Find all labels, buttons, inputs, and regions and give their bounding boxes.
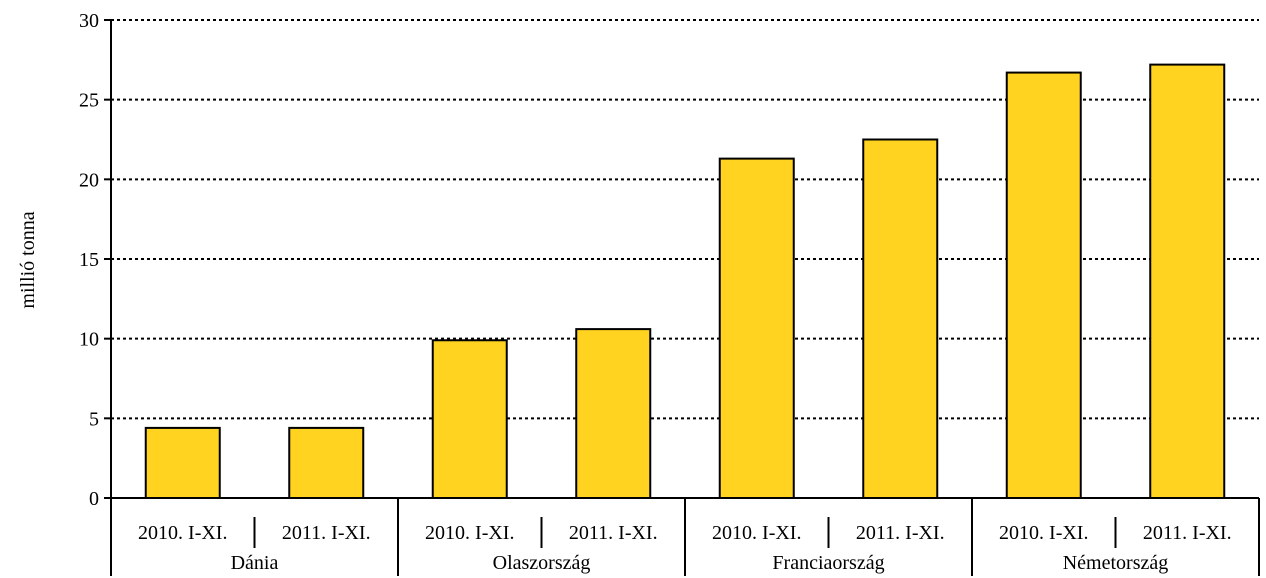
x-category-label: 2011. I-XI. — [856, 522, 945, 544]
bar — [718, 157, 795, 499]
y-tick-label: 10 — [79, 329, 99, 351]
x-category-label: 2010. I-XI. — [138, 522, 227, 544]
x-category-label: 2011. I-XI. — [569, 522, 658, 544]
bar — [862, 138, 939, 499]
y-tick-label: 20 — [79, 169, 99, 191]
bar — [575, 328, 652, 499]
x-category-label: 2010. I-XI. — [999, 522, 1088, 544]
y-axis-label: millió tonna — [17, 211, 39, 308]
y-tick-label: 5 — [89, 408, 99, 430]
y-tick-label: 0 — [89, 488, 99, 510]
x-category-label: 2011. I-XI. — [282, 522, 371, 544]
y-tick-label: 30 — [79, 10, 99, 32]
y-tick-label: 25 — [79, 90, 99, 112]
x-group-label: Olaszország — [493, 552, 591, 574]
gridlines — [111, 19, 1259, 420]
y-tick-label: 15 — [79, 249, 99, 271]
axes — [104, 19, 1260, 576]
bar — [288, 426, 365, 500]
bar — [1149, 63, 1226, 499]
x-category-label: 2010. I-XI. — [712, 522, 801, 544]
bar — [1005, 71, 1082, 500]
bars — [144, 63, 1226, 500]
x-group-label: Dánia — [231, 552, 279, 574]
bar — [431, 339, 508, 500]
x-group-label: Franciaország — [772, 552, 884, 574]
bar — [144, 426, 221, 500]
x-category-label: 2011. I-XI. — [1143, 522, 1232, 544]
x-group-label: Németország — [1063, 552, 1169, 574]
x-category-label: 2010. I-XI. — [425, 522, 514, 544]
